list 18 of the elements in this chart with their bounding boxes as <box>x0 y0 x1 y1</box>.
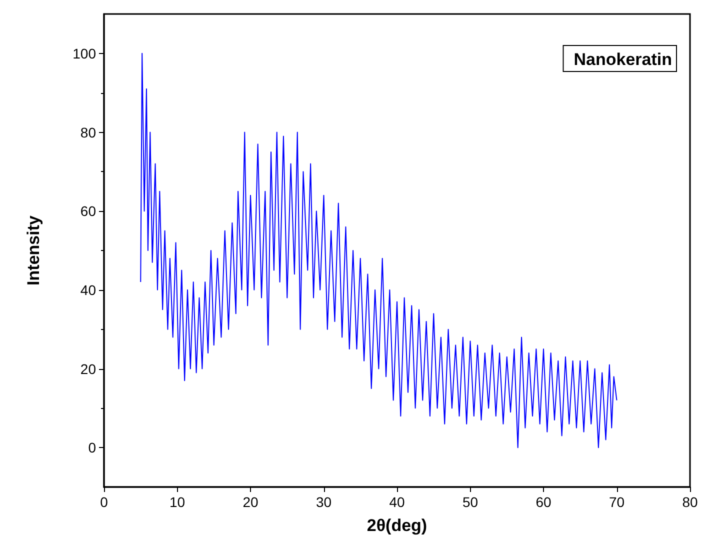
x-tick-label: 0 <box>100 494 108 510</box>
x-tick-label: 40 <box>389 494 405 510</box>
x-tick-label: 80 <box>682 494 698 510</box>
y-axis-title: Intensity <box>24 215 43 286</box>
x-tick-label: 10 <box>169 494 186 510</box>
y-tick-label: 20 <box>80 360 96 377</box>
x-axis-title: 2θ(deg) <box>366 516 428 535</box>
x-tick-label: 70 <box>608 494 625 510</box>
y-tick-label: 40 <box>80 282 96 298</box>
x-tick-label: 30 <box>316 494 332 510</box>
y-tick-label: 60 <box>80 203 96 220</box>
x-tick-label: 60 <box>536 494 552 510</box>
x-tick-label: 20 <box>242 494 258 510</box>
annotation: Nanokeratin <box>574 50 672 69</box>
y-tick-label: 80 <box>80 124 96 140</box>
x-tick-label: 50 <box>462 494 478 510</box>
y-tick-label: 0 <box>88 440 96 456</box>
y-tick-label: 100 <box>72 45 96 62</box>
